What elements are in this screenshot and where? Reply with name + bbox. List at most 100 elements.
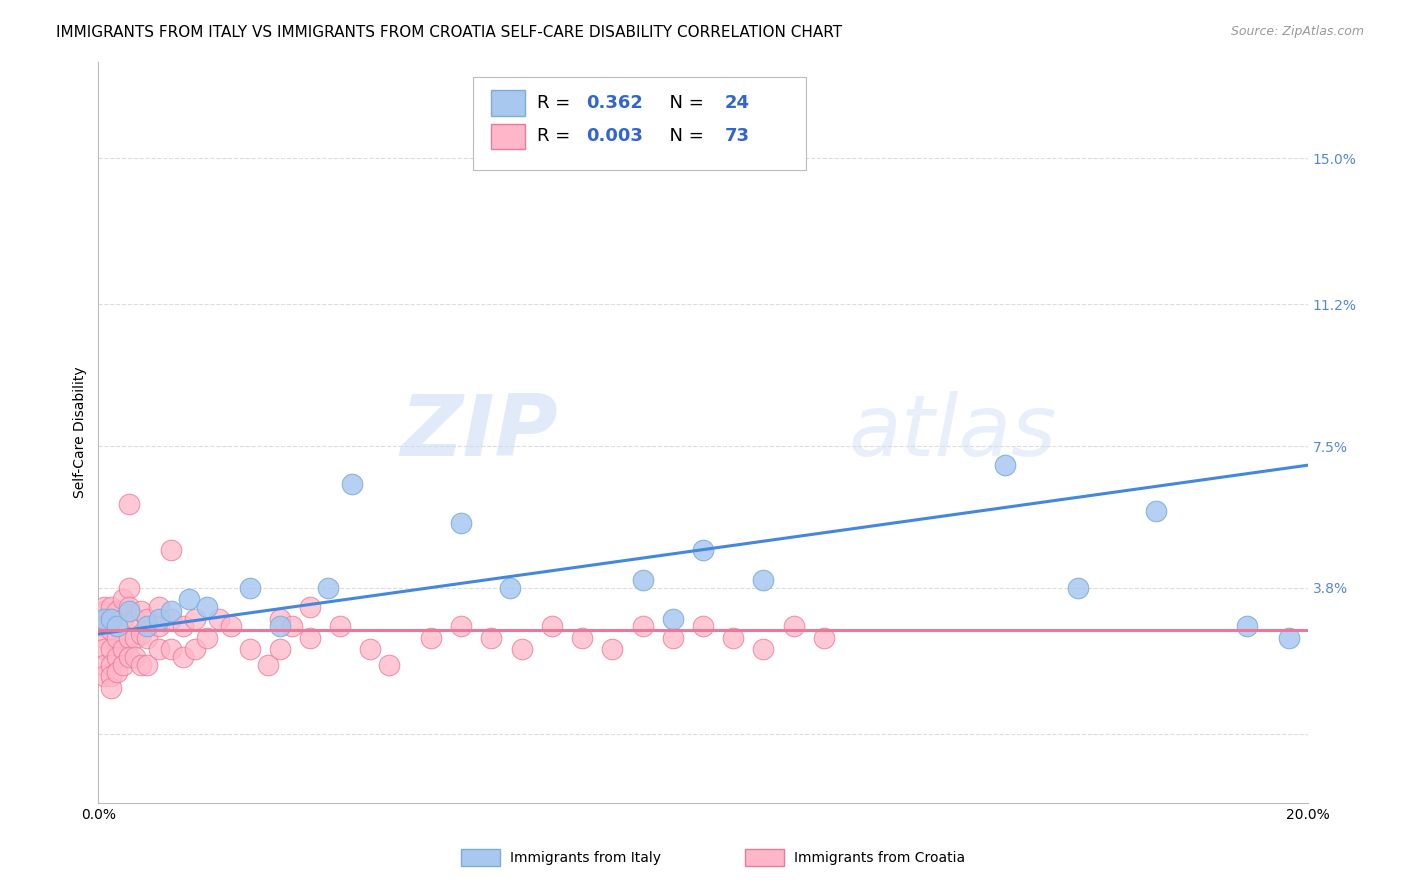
Point [377,657,399,672]
Point [1278,631,1301,645]
Point [160,542,183,557]
Point [111,592,134,607]
Point [195,600,218,615]
Point [723,631,745,645]
Point [135,631,157,645]
Point [420,631,443,645]
Point [105,619,128,633]
Point [631,619,654,633]
Point [93,631,115,645]
Point [135,619,157,633]
Point [172,619,194,633]
Point [111,612,134,626]
Point [100,623,122,637]
Point [93,600,115,615]
Point [124,650,146,665]
Point [124,631,146,645]
Point [93,612,115,626]
Point [118,604,141,618]
Point [129,657,152,672]
Point [93,657,115,672]
Point [269,612,291,626]
Point [100,669,122,683]
Point [100,612,122,626]
Point [239,642,262,657]
Text: IMMIGRANTS FROM ITALY VS IMMIGRANTS FROM CROATIA SELF-CARE DISABILITY CORRELATIO: IMMIGRANTS FROM ITALY VS IMMIGRANTS FROM… [56,25,842,40]
FancyBboxPatch shape [492,90,526,116]
Point [208,612,231,626]
Point [783,619,806,633]
Point [498,581,520,595]
Text: R =: R = [537,95,576,112]
Point [661,612,683,626]
Point [160,642,183,657]
Point [93,619,115,633]
Point [195,631,218,645]
Text: ZIP: ZIP [401,391,558,475]
Point [540,619,562,633]
Text: 73: 73 [724,128,749,145]
Point [602,642,624,657]
Point [184,642,207,657]
Text: Immigrants from Italy: Immigrants from Italy [509,851,661,864]
Point [179,592,201,607]
Point [1067,581,1090,595]
Point [661,631,683,645]
Point [281,619,304,633]
Point [105,619,128,633]
Point [100,612,122,626]
Point [124,612,146,626]
Point [571,631,593,645]
Point [510,642,533,657]
Point [329,619,352,633]
Point [111,657,134,672]
FancyBboxPatch shape [492,123,526,150]
Point [813,631,835,645]
Point [148,642,170,657]
Point [631,574,654,588]
Point [160,612,183,626]
Text: 0.362: 0.362 [586,95,643,112]
Text: atlas: atlas [848,391,1056,475]
Point [316,581,339,595]
Point [481,631,503,645]
Point [692,619,714,633]
Point [172,650,194,665]
Point [129,604,152,618]
Point [118,631,141,645]
Point [93,669,115,683]
Point [135,612,157,626]
Point [360,642,382,657]
FancyBboxPatch shape [474,78,806,169]
Text: R =: R = [537,128,576,145]
Point [256,657,278,672]
Point [111,642,134,657]
Point [752,574,775,588]
Point [93,612,115,626]
Point [299,600,322,615]
FancyBboxPatch shape [461,849,501,866]
Point [269,642,291,657]
Text: 24: 24 [724,95,749,112]
Point [135,657,157,672]
Text: N =: N = [658,128,710,145]
Point [239,581,262,595]
Point [692,542,714,557]
Point [100,642,122,657]
Point [105,631,128,645]
Point [100,657,122,672]
Point [269,619,291,633]
Text: Source: ZipAtlas.com: Source: ZipAtlas.com [1230,25,1364,38]
Point [129,627,152,641]
Point [105,650,128,665]
Point [184,612,207,626]
Text: Immigrants from Croatia: Immigrants from Croatia [793,851,965,864]
Text: N =: N = [658,95,710,112]
Point [450,619,472,633]
Point [148,619,170,633]
Point [100,681,122,695]
Point [105,665,128,680]
Point [342,477,364,491]
Point [160,604,183,618]
Text: 0.003: 0.003 [586,128,643,145]
